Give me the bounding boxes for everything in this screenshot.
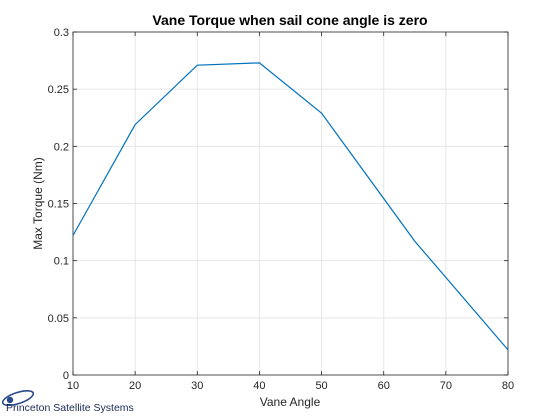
logo-text: Princeton Satellite Systems (6, 402, 134, 414)
y-tick-label: 0.25 (48, 84, 69, 96)
series-layer (72, 62, 509, 351)
y-axis-label: Max Torque (Nm) (31, 157, 45, 249)
x-tick-label: 20 (129, 380, 141, 392)
y-tick-label: 0.15 (48, 199, 69, 211)
y-tick-label: 0.1 (54, 256, 69, 268)
x-tick-label: 70 (440, 380, 452, 392)
x-axis-label: Vane Angle (260, 395, 321, 409)
x-tick-label: 60 (378, 380, 390, 392)
y-tick-label: 0.2 (54, 141, 69, 153)
x-tick-label: 30 (191, 380, 203, 392)
y-tick-label: 0 (63, 370, 69, 382)
series-line-0 (72, 62, 509, 351)
grid (72, 31, 509, 376)
y-tick-label: 0.05 (48, 313, 69, 325)
orbit-logo-icon (1, 390, 35, 406)
y-tick-label: 0.3 (54, 27, 69, 39)
x-tick-label: 10 (67, 380, 79, 392)
x-tick-label: 50 (315, 380, 327, 392)
company-logo: Princeton Satellite Systems (1, 390, 134, 414)
axis-ticks: 10 20 30 40 50 60 70 80 0 0.05 0.1 0.15 0.2 0.25 0.3 (48, 27, 515, 392)
x-tick-label: 80 (502, 380, 514, 392)
chart-title: Vane Torque when sail cone angle is zero (152, 12, 427, 28)
x-tick-label: 40 (253, 380, 265, 392)
